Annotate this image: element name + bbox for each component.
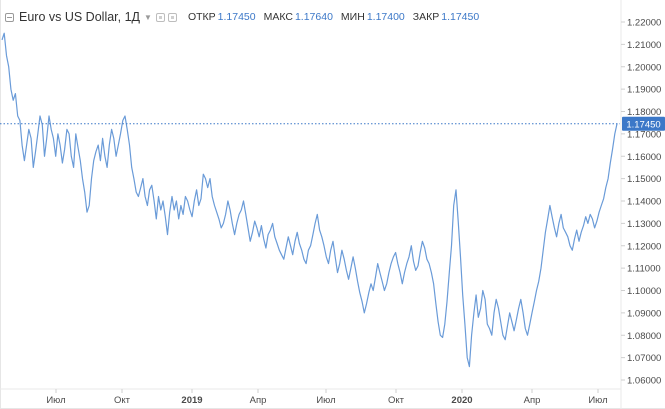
x-tick-label: Окт: [388, 395, 405, 406]
chart-header: Euro vs US Dollar, 1Д ▼ ОТКР 1.17450 МАК…: [5, 9, 479, 25]
y-tick-label: 1.12000: [627, 241, 661, 252]
y-tick-label: 1.08000: [627, 331, 661, 342]
y-tick-label: 1.18000: [627, 107, 661, 118]
low-value: 1.17400: [366, 11, 405, 23]
x-tick-label: 2019: [181, 395, 202, 406]
y-tick-label: 1.21000: [627, 40, 661, 51]
last-price-label: 1.17450: [626, 119, 660, 130]
x-tick-label: Апр: [250, 395, 267, 406]
x-tick-label: Июл: [46, 395, 65, 406]
x-tick-label: Июл: [588, 395, 607, 406]
y-tick-label: 1.14000: [627, 197, 661, 208]
y-tick-label: 1.19000: [627, 85, 661, 96]
close-value: 1.17450: [441, 11, 480, 23]
symbol-title[interactable]: Euro vs US Dollar, 1Д: [19, 10, 141, 24]
y-tick-label: 1.22000: [627, 18, 661, 29]
y-tick-label: 1.15000: [627, 174, 661, 185]
y-tick-label: 1.06000: [627, 376, 661, 387]
close-label: ЗАКР: [412, 11, 440, 23]
y-tick-label: 1.16000: [627, 152, 661, 163]
x-tick-label: Июл: [316, 395, 335, 406]
high-label: МАКС: [263, 11, 293, 23]
x-tick-label: Апр: [524, 395, 541, 406]
y-tick-label: 1.07000: [627, 353, 661, 364]
y-tick-label: 1.11000: [627, 264, 661, 275]
series-line: [1, 32, 618, 368]
y-tick-label: 1.10000: [627, 286, 661, 297]
y-tick-label: 1.20000: [627, 62, 661, 73]
chevron-down-icon[interactable]: ▼: [144, 12, 152, 22]
y-tick-label: 1.13000: [627, 219, 661, 230]
y-tick-label: 1.17000: [627, 129, 661, 140]
x-tick-label: 2020: [451, 395, 472, 406]
low-label: МИН: [340, 11, 365, 23]
open-label: ОТКР: [187, 11, 216, 23]
high-value: 1.17640: [294, 11, 333, 23]
collapse-icon[interactable]: [5, 12, 14, 22]
settings-icon[interactable]: [167, 12, 177, 22]
last-price-tag: [622, 116, 665, 131]
open-value: 1.17450: [217, 11, 256, 23]
x-tick-label: Окт: [114, 395, 131, 406]
y-tick-label: 1.09000: [627, 308, 661, 319]
hide-series-icon[interactable]: [155, 12, 165, 22]
